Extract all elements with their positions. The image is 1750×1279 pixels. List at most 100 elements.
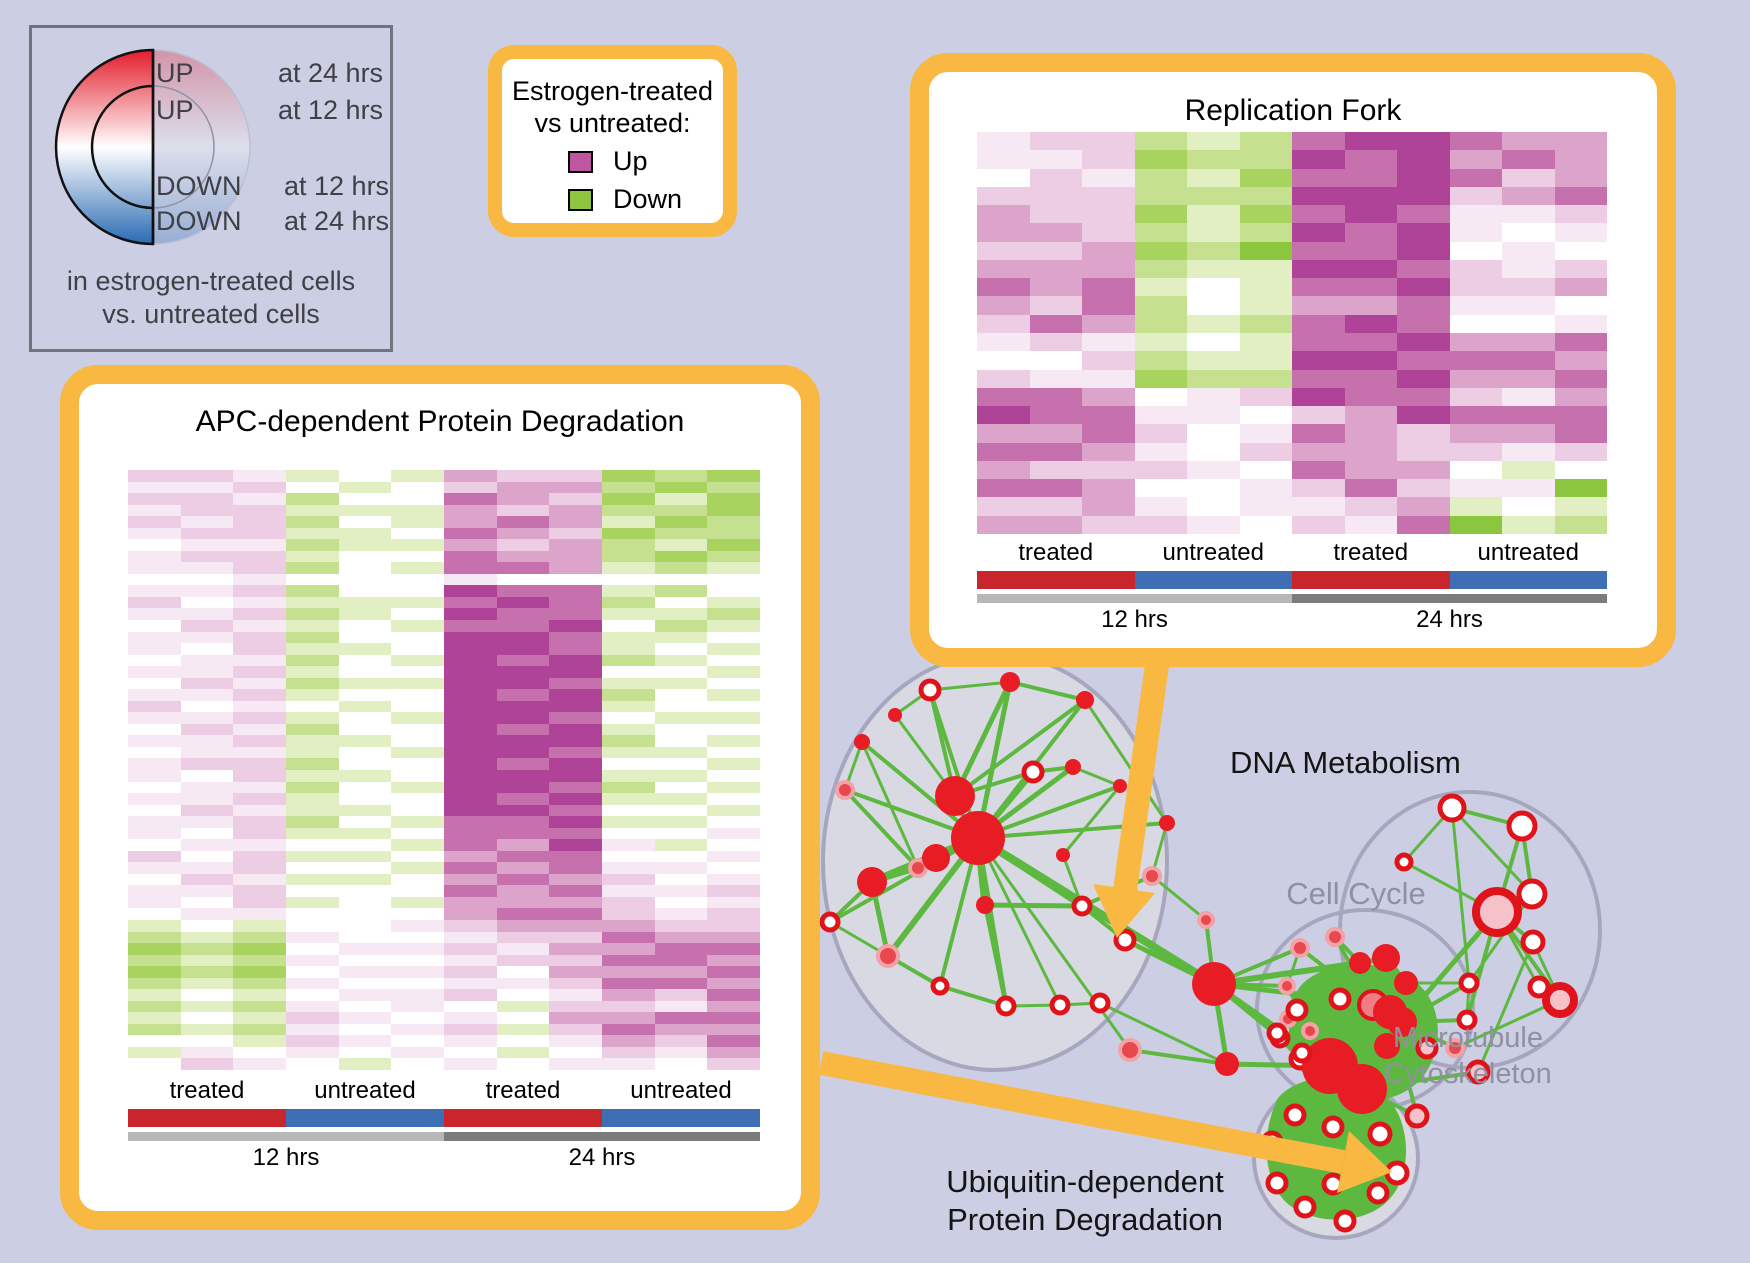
heatmap-cell <box>654 850 708 863</box>
heatmap-cell <box>128 689 181 701</box>
heatmap-cell <box>233 481 286 494</box>
heatmap-cell <box>444 470 497 482</box>
heatmap-cell <box>977 296 1030 315</box>
heatmap-cell <box>549 873 602 886</box>
heatmap-cell <box>128 620 181 632</box>
heatmap-cell <box>1344 333 1397 352</box>
heatmap-cell <box>977 205 1030 224</box>
heatmap-cell <box>1449 460 1502 480</box>
heatmap-cell <box>602 631 655 644</box>
heatmap-cell <box>707 1012 760 1024</box>
heatmap-cell <box>707 620 760 632</box>
heatmap-cell <box>1502 333 1555 352</box>
heatmap-cell <box>1554 333 1607 352</box>
heatmap-cell <box>549 885 602 897</box>
heatmap-cell <box>707 1035 760 1047</box>
heatmap-cell <box>128 966 181 978</box>
heatmap-cell <box>180 723 234 736</box>
heatmap-cell <box>233 920 286 932</box>
heatmap-cell <box>1397 515 1450 534</box>
heatmap-cell <box>1292 424 1345 443</box>
heatmap-cell <box>391 470 444 482</box>
heatmap-cell <box>128 573 181 586</box>
heatmap-cell <box>338 781 392 794</box>
heatmap-cell <box>1397 406 1450 425</box>
heatmap-cell <box>496 839 550 851</box>
heatmap-cell <box>444 850 497 863</box>
heatmap-cell <box>1239 479 1292 498</box>
heatmap-cell <box>391 781 444 794</box>
heatmap-cell <box>1502 479 1555 498</box>
heatmap-cell <box>444 689 497 701</box>
heatmap-cell <box>286 1000 339 1013</box>
heatmap-cell <box>496 770 550 782</box>
heatmap-cell <box>707 712 760 724</box>
heatmap-cell <box>286 920 339 932</box>
heatmap-cell <box>180 943 234 955</box>
heatmap-cell <box>233 873 286 886</box>
heatmap-cell <box>128 1023 181 1036</box>
heatmap-cell <box>707 654 760 667</box>
ax-bars <box>128 1109 760 1127</box>
heatmap-cell <box>549 654 602 667</box>
heatmap-cell <box>602 723 655 736</box>
heatmap-cell <box>338 493 392 505</box>
heatmap-cell <box>496 735 550 747</box>
heatmap-cell <box>338 804 392 817</box>
heatmap-cell <box>1344 278 1397 297</box>
heatmap-cell <box>1397 168 1450 187</box>
heatmap-cell <box>1554 223 1607 242</box>
heatmap-cell <box>602 1046 655 1059</box>
group-color-bar <box>1292 571 1450 589</box>
heatmap-cell <box>128 781 181 794</box>
heatmap-cell <box>1029 387 1082 407</box>
heatmap-cell <box>391 746 444 759</box>
heatmap-cell <box>496 470 550 482</box>
heatmap-cell <box>180 989 234 1001</box>
heatmap-cell <box>233 712 286 724</box>
heatmap-cell <box>391 735 444 747</box>
heatmap-cell <box>496 723 550 736</box>
heatmap-cell <box>1292 497 1345 516</box>
heatmap-cell <box>444 931 497 944</box>
heatmap-cell <box>1554 351 1607 370</box>
heatmap-cell <box>444 977 497 990</box>
heatmap-cell <box>977 442 1030 461</box>
heatmap-cell <box>707 896 760 909</box>
heatmap-cell <box>496 862 550 874</box>
heatmap-cell <box>1554 186 1607 206</box>
heatmap-cell <box>391 493 444 505</box>
heatmap-cell <box>391 539 444 551</box>
heatmap-cell <box>602 596 655 609</box>
heatmap-cell <box>654 481 708 494</box>
heatmap-cell <box>1554 150 1607 169</box>
heatmap-cell <box>1239 205 1292 224</box>
heatmap-cell <box>1344 259 1397 279</box>
heatmap-cell <box>496 1058 550 1070</box>
heatmap-cell <box>444 643 497 655</box>
heatmap-cell <box>707 966 760 978</box>
heatmap-cell <box>128 873 181 886</box>
heatmap-cell <box>444 1023 497 1036</box>
heatmap-cell <box>180 850 234 863</box>
heatmap-cell <box>391 677 444 690</box>
heatmap-cell <box>391 1000 444 1013</box>
heatmap-cell <box>444 527 497 540</box>
heatmap-cell <box>707 735 760 747</box>
heatmap-cell <box>444 1012 497 1024</box>
heatmap-cell <box>233 850 286 863</box>
heatmap-cell <box>602 758 655 770</box>
heatmap-cell <box>338 943 392 955</box>
heatmap-cell <box>286 620 339 632</box>
heatmap-cell <box>338 827 392 840</box>
heatmap-cell <box>444 723 497 736</box>
heatmap-cell <box>286 839 339 851</box>
heatmap-cell <box>338 573 392 586</box>
heatmap-cell <box>1134 168 1187 187</box>
heatmap-cell <box>977 424 1030 443</box>
heatmap-cell <box>444 943 497 955</box>
heatmap-cell <box>180 654 234 667</box>
heatmap-cell <box>707 470 760 482</box>
heatmap-cell <box>1397 369 1450 388</box>
heatmap-cell <box>1082 387 1135 407</box>
